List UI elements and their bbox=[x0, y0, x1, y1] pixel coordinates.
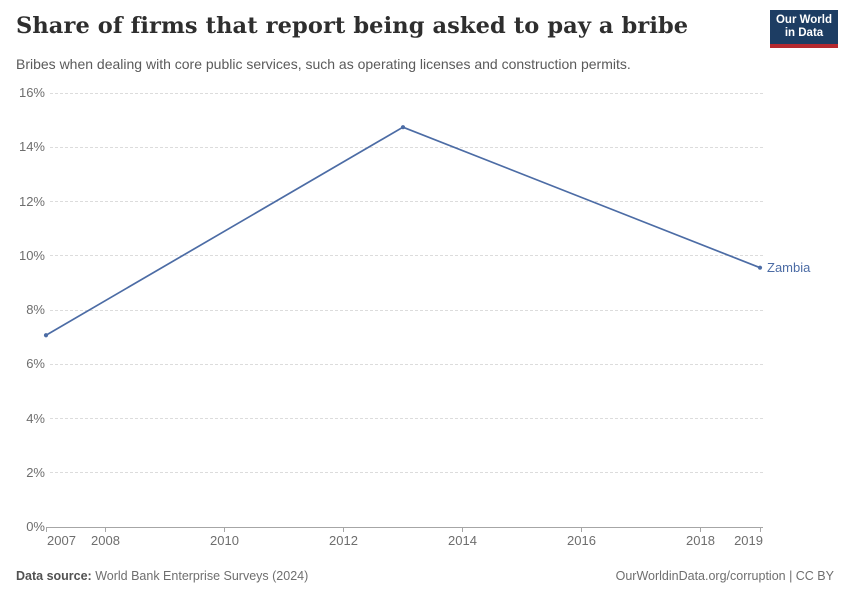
x-axis-tick bbox=[759, 528, 761, 532]
data-source-label: Data source: bbox=[16, 569, 92, 583]
owid-logo-red-bar bbox=[770, 44, 838, 48]
x-tick-label: 2007 bbox=[47, 533, 76, 548]
y-tick-label: 14% bbox=[18, 139, 45, 155]
gridline-16% bbox=[50, 92, 763, 94]
data-point-marker bbox=[400, 125, 406, 130]
gridline-6% bbox=[50, 363, 763, 365]
gridline-10% bbox=[50, 255, 763, 257]
y-tick-label: 4% bbox=[26, 410, 45, 426]
page-title: Share of firms that report being asked t… bbox=[16, 13, 689, 39]
data-point-marker bbox=[43, 333, 49, 338]
gridline-12% bbox=[50, 201, 763, 202]
credit-link[interactable]: OurWorldinData.org/corruption | CC BY bbox=[615, 569, 834, 583]
y-tick-label: 10% bbox=[18, 247, 45, 263]
series-line-zambia bbox=[45, 126, 761, 336]
owid-logo-text: Our World in Data bbox=[770, 10, 838, 44]
x-axis-tick bbox=[462, 528, 463, 532]
x-tick-label: 2008 bbox=[91, 533, 120, 548]
x-axis-tick bbox=[700, 528, 701, 532]
x-tick-label: 2010 bbox=[210, 533, 239, 548]
x-tick-label: 2019 bbox=[734, 533, 763, 548]
y-tick-label: 2% bbox=[26, 464, 45, 480]
x-axis-tick bbox=[224, 528, 225, 532]
data-source-value: World Bank Enterprise Surveys (2024) bbox=[91, 569, 309, 583]
x-axis-line bbox=[46, 527, 763, 528]
gridline-2% bbox=[50, 472, 763, 474]
x-axis-tick bbox=[581, 528, 582, 532]
y-tick-label: 16% bbox=[18, 85, 45, 100]
x-tick-label: 2018 bbox=[686, 533, 715, 548]
chart-subtitle: Bribes when dealing with core public ser… bbox=[16, 56, 631, 72]
y-tick-label: 6% bbox=[26, 356, 45, 372]
x-axis-tick bbox=[105, 528, 106, 532]
y-tick-label: 0% bbox=[26, 519, 45, 534]
x-tick-label: 2012 bbox=[329, 533, 358, 548]
x-tick-label: 2014 bbox=[448, 533, 477, 548]
gridline-4% bbox=[50, 418, 763, 419]
x-tick-label: 2016 bbox=[567, 533, 596, 548]
gridline-8% bbox=[50, 309, 763, 311]
data-point-marker bbox=[757, 265, 763, 270]
y-tick-label: 12% bbox=[18, 193, 45, 209]
owid-logo[interactable]: Our World in Data bbox=[770, 10, 838, 48]
x-axis-tick bbox=[45, 528, 47, 532]
x-axis-tick bbox=[343, 528, 344, 532]
data-source-note: Data source: World Bank Enterprise Surve… bbox=[16, 569, 308, 583]
series-label-zambia[interactable]: Zambia bbox=[767, 259, 811, 275]
y-tick-label: 8% bbox=[26, 302, 45, 317]
gridline-14% bbox=[50, 146, 763, 148]
